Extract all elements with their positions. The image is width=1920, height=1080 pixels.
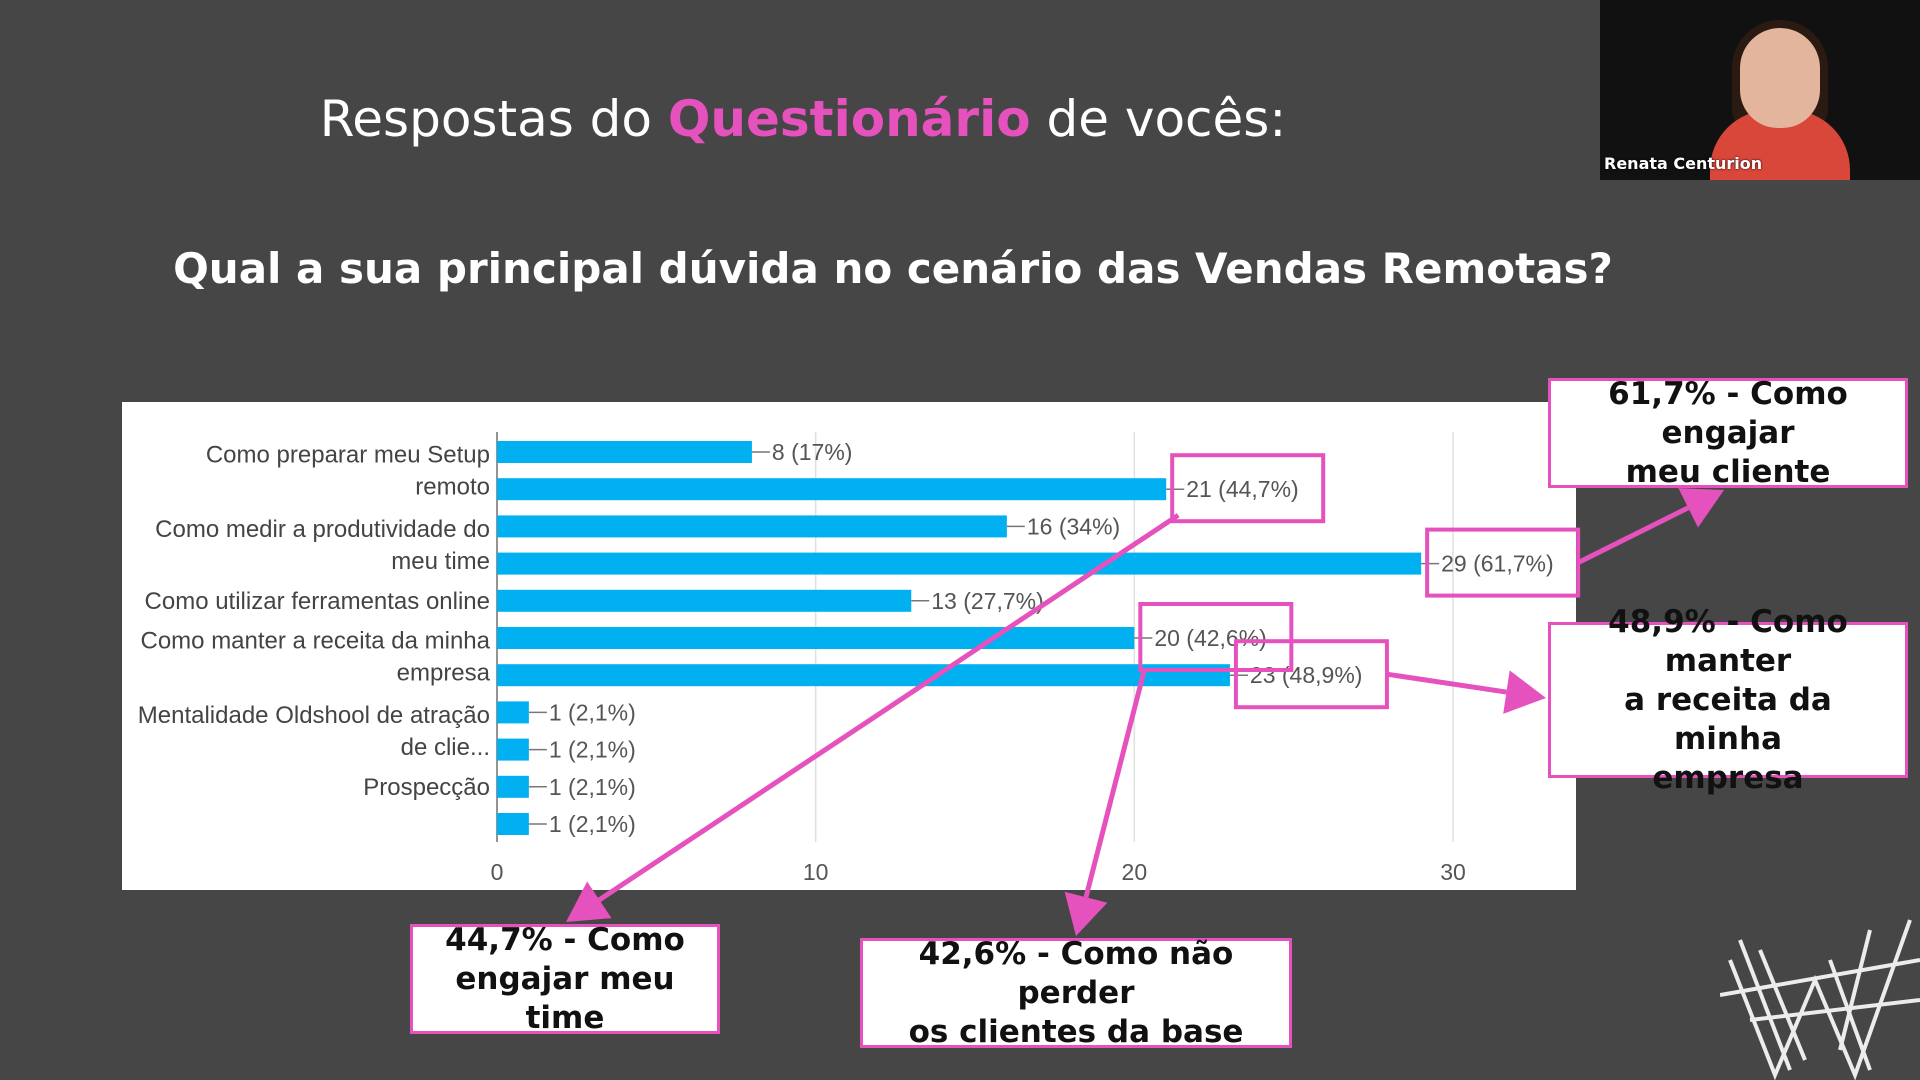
data-label: 13 (27,7%) (931, 588, 1044, 614)
bar (497, 478, 1167, 501)
annotation-arrow (1386, 670, 1546, 714)
slide-title: Respostas do Questionário de vocês: (0, 90, 1606, 148)
callout-line: meu cliente (1625, 453, 1831, 490)
bar (497, 775, 529, 798)
x-tick-label: 30 (1440, 859, 1466, 885)
highlight-box (1170, 453, 1326, 524)
bar (497, 701, 529, 724)
category-label: Mentalidade Oldshool de atração (138, 702, 490, 729)
labels: 0 10 20 30 8 (17%) 21 (44,7%) 16 (34%) 29 (61,7… (138, 439, 1554, 885)
arrow-shaft (1083, 669, 1147, 898)
title-accent: Questionário (667, 90, 1031, 148)
callout-line: 48,9% - Como manter (1608, 603, 1848, 679)
bar (497, 664, 1230, 687)
survey-question: Qual a sua principal dúvida no cenário d… (173, 244, 1613, 293)
arrow-shaft (597, 513, 1180, 902)
callout-line: 42,6% - Como não perder (918, 935, 1234, 1011)
category-label: Prospecção (363, 774, 490, 801)
category-label: Como manter a receita da minha (141, 628, 491, 655)
category-label: meu time (391, 548, 490, 575)
arrow-head (1678, 488, 1724, 528)
category-label: Como utilizar ferramentas online (145, 588, 490, 615)
callout-engage-client: 61,7% - Como engajar meu cliente (1548, 375, 1908, 490)
bars (497, 441, 1422, 835)
arrow-head (566, 881, 612, 922)
bar (497, 589, 912, 612)
highlight-box (1138, 602, 1294, 672)
bar (497, 441, 752, 463)
category-label: Como preparar meu Setup (206, 442, 490, 469)
annotation-arrow (1577, 488, 1724, 565)
arrow-shaft (1386, 671, 1507, 695)
title-after: de vocês: (1030, 90, 1287, 148)
annotation-arrow (1064, 669, 1147, 936)
arrow-head (1503, 670, 1546, 714)
bar (497, 738, 529, 761)
data-label: 21 (44,7%) (1186, 476, 1299, 502)
data-label: 29 (61,7%) (1441, 551, 1554, 577)
callout-engage-team: 44,7% - Como engajar meu time (410, 921, 720, 1036)
callout-keep-clients: 42,6% - Como não perder os clientes da ba… (860, 935, 1292, 1050)
callout-line: engajar meu time (455, 960, 675, 1036)
arrow-head (1064, 891, 1108, 936)
category-label: empresa (397, 660, 491, 687)
data-label: 8 (17%) (772, 439, 853, 465)
x-tick-label: 0 (491, 859, 504, 885)
callout-line: empresa (1652, 759, 1804, 796)
presenter-face (1740, 28, 1820, 128)
x-tick-label: 20 (1122, 859, 1148, 885)
bar (497, 813, 529, 835)
webcam-name: Renata Centurion (1604, 154, 1763, 173)
webcam-feed: Renata Centurion (1600, 0, 1920, 180)
data-label: 1 (2,1%) (549, 699, 636, 725)
category-label: Como medir a produtividade do (155, 516, 490, 543)
callout-line: 44,7% - Como (445, 921, 685, 958)
data-label: 16 (34%) (1027, 513, 1120, 539)
annotation-arrow (566, 513, 1180, 922)
title-before: Respostas do (319, 90, 668, 148)
callout-keep-revenue: 48,9% - Como manter a receita da minha emp… (1548, 604, 1908, 796)
data-label: 1 (2,1%) (549, 811, 636, 837)
category-label: de clie... (401, 734, 490, 761)
category-label: remoto (415, 474, 490, 501)
callout-line: os clientes da base (908, 1013, 1244, 1050)
data-label: 1 (2,1%) (549, 774, 636, 800)
callout-line: a receita da minha (1624, 681, 1832, 757)
callout-line: 61,7% - Como engajar (1608, 375, 1848, 451)
data-label: 23 (48,9%) (1250, 662, 1363, 688)
data-label: 20 (42,6%) (1154, 625, 1267, 651)
bar (497, 515, 1007, 538)
arrow-shaft (1577, 505, 1690, 565)
bar (497, 552, 1422, 575)
annotation-arrows (566, 488, 1724, 936)
brand-logo (1720, 919, 1920, 1080)
x-tick-label: 10 (803, 859, 829, 885)
data-label: 1 (2,1%) (549, 737, 636, 763)
bar (497, 627, 1135, 649)
